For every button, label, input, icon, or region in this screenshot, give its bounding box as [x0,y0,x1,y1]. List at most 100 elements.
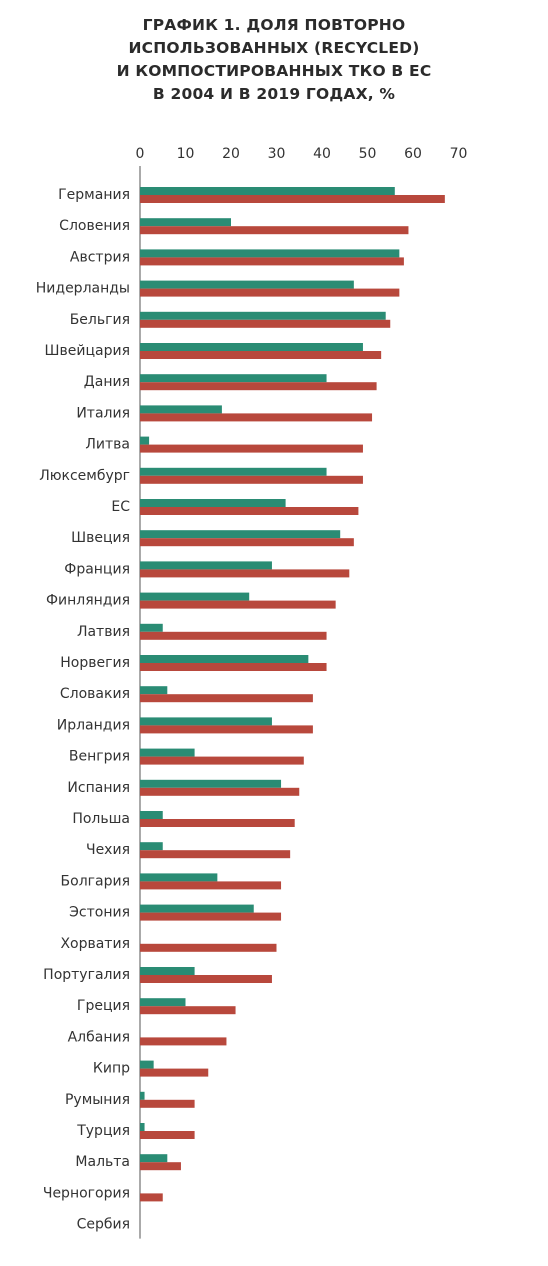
bar-2019 [140,819,295,827]
bar-2019 [140,787,300,796]
bar-2004 [140,499,286,507]
category-label: Хорватия [60,936,130,952]
category-label: Польша [72,811,130,827]
bar-2019 [140,1131,195,1139]
x-tick-label: 30 [268,146,286,162]
bar-2019 [140,538,354,547]
category-label: Румыния [65,1092,130,1108]
category-label: Италия [76,405,130,421]
bar-2004 [140,655,309,663]
bar-2019 [140,1193,163,1202]
bar-2004 [140,842,163,851]
bar-2004 [140,1060,154,1069]
bar-2004 [140,811,163,819]
bar-2019 [140,912,282,921]
bar-2019 [140,351,382,359]
bar-2004 [140,561,272,570]
bar-2004 [140,592,250,601]
bar-2019 [140,475,363,484]
bar-2019 [140,600,336,609]
category-label: Словакия [60,686,130,702]
category-label: Бельгия [70,312,130,328]
bar-2004 [140,1154,168,1163]
bar-2019 [140,1006,236,1015]
category-label: Чехия [86,842,130,858]
bar-2004 [140,218,231,227]
category-label: Португалия [43,967,130,983]
bar-2019 [140,413,373,422]
category-label: Норвегия [60,655,130,671]
category-label: Ирландия [57,717,130,733]
x-tick-label: 0 [136,146,145,162]
bar-2019 [140,257,404,266]
bar-2004 [140,374,327,383]
title-line-2: ИСПОЛЬЗОВАННЫХ (RECYCLED) [128,39,420,57]
category-label: Сербия [77,1217,130,1233]
bar-2004 [140,779,282,788]
bar-2004 [140,967,195,975]
bar-2004 [140,530,341,539]
category-label: Венгрия [69,749,130,765]
x-tick-label: 50 [359,146,377,162]
category-label: Швейцария [45,343,130,359]
bar-2019 [140,881,282,890]
category-label: Албания [68,1029,130,1045]
bar-2019 [140,694,313,703]
bar-2019 [140,226,409,235]
category-label: Финляндия [46,593,130,609]
category-label: Черногория [43,1185,130,1201]
x-tick-label: 10 [177,146,195,162]
bar-2004 [140,1091,145,1100]
bar-2004 [140,467,327,476]
category-label: Люксембург [39,468,130,484]
bar-2004 [140,686,168,695]
bar-2019 [140,663,327,671]
category-label: Кипр [93,1061,130,1077]
category-label: Австрия [70,249,130,265]
bar-2004 [140,311,386,320]
title-line-3: И КОМПОСТИРОВАННЫХ ТКО В ЕС [116,62,432,80]
bar-2004 [140,405,222,414]
x-tick-label: 60 [404,146,422,162]
title-line-4: В 2004 И В 2019 ГОДАХ, % [152,85,396,103]
category-label: ЕС [111,499,130,515]
bar-2004 [140,873,218,882]
bar-2004 [140,187,395,195]
category-label: Мальта [75,1154,130,1170]
bar-2004 [140,343,363,351]
bar-2019 [140,1068,209,1077]
bar-2019 [140,319,391,328]
category-label: Латвия [77,624,130,640]
category-label: Греция [77,998,130,1014]
category-label: Турция [76,1123,130,1139]
bar-2019 [140,725,313,734]
chart-title: ГРАФИК 1. ДОЛЯ ПОВТОРНО ИСПОЛЬЗОВАННЫХ (… [0,14,548,106]
bar-2019 [140,444,363,453]
bar-2004 [140,904,254,913]
bar-2004 [140,280,354,289]
category-label: Испания [67,780,130,796]
bar-2019 [140,631,327,640]
bar-2019 [140,1099,195,1108]
category-label: Дания [84,374,130,390]
bar-2019 [140,195,445,203]
bar-2019 [140,1037,227,1046]
bar-2019 [140,507,359,515]
bar-2004 [140,1123,145,1131]
category-label: Швеция [71,530,130,546]
bar-2019 [140,756,304,765]
bar-2004 [140,717,272,726]
bar-2004 [140,436,150,445]
category-label: Германия [58,187,130,203]
category-label: Нидерланды [36,281,130,297]
bar-2019 [140,382,377,391]
bar-2019 [140,850,291,859]
bar-2004 [140,249,400,258]
category-label: Словения [59,218,130,234]
bar-2019 [140,569,350,578]
bar-2004 [140,623,163,632]
bar-2019 [140,1162,181,1171]
bar-2019 [140,943,277,952]
category-label: Болгария [61,873,130,889]
